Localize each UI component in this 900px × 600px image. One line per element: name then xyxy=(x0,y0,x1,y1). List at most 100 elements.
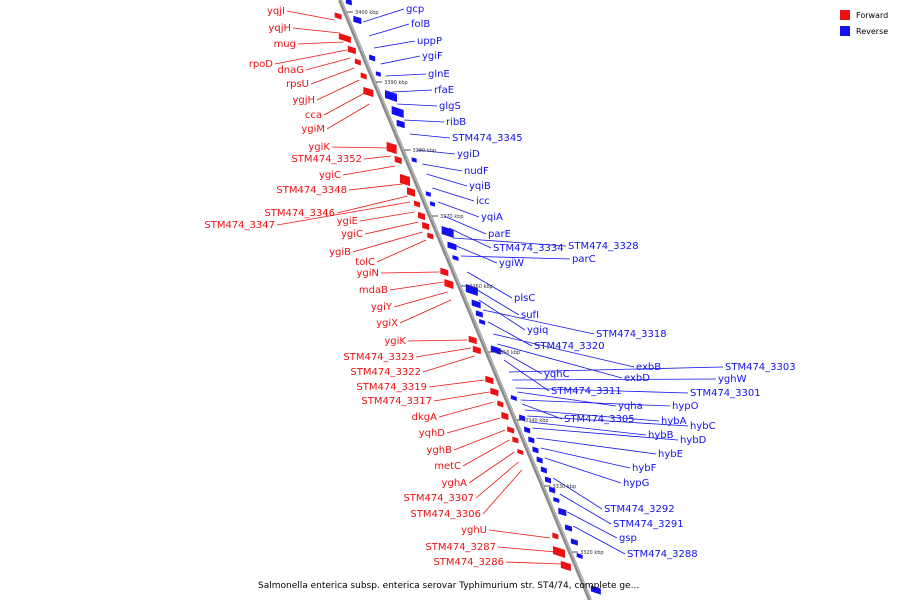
forward-leader-line xyxy=(453,429,506,451)
gene-features xyxy=(334,0,601,595)
forward-gene-label: STM474_3322 xyxy=(350,367,421,378)
reverse-leader-line xyxy=(397,103,438,107)
reverse-leader-line xyxy=(552,477,603,510)
map-title: Salmonella enterica subsp. enterica sero… xyxy=(258,581,639,591)
reverse-leader-line xyxy=(524,409,660,422)
forward-gene-block xyxy=(363,86,374,98)
reverse-leader-line xyxy=(544,457,622,484)
forward-gene-block xyxy=(553,546,565,558)
forward-gene-block xyxy=(552,532,559,540)
forward-leader-line xyxy=(348,183,403,191)
reverse-leader-line xyxy=(478,299,526,331)
forward-gene-block xyxy=(422,221,430,231)
forward-gene-block xyxy=(394,155,402,165)
forward-gene-label: STM474_3287 xyxy=(425,542,496,553)
reverse-gene-block xyxy=(391,106,404,118)
reverse-gene-block xyxy=(385,90,397,102)
reverse-gene-block xyxy=(345,0,352,6)
reverse-gene-block xyxy=(565,524,572,532)
forward-gene-block xyxy=(334,12,342,20)
reverse-gene-block xyxy=(490,345,501,355)
forward-gene-block xyxy=(386,141,397,155)
forward-gene-label: ygiK xyxy=(308,142,330,153)
reverse-gene-label: exbD xyxy=(624,373,650,384)
reverse-gene-block xyxy=(528,436,535,444)
reverse-gene-label: exbB xyxy=(636,362,661,373)
reverse-gene-label: rfaE xyxy=(434,85,454,96)
forward-leader-line xyxy=(364,221,419,235)
axis-ticks: 3400 kbp 3390 kbp 3380 kbp 3370 kbp 3360 kbp… xyxy=(347,10,604,556)
reverse-gene-label: STM474_3318 xyxy=(596,329,667,340)
reverse-gene-label: hybE xyxy=(658,449,683,460)
forward-gene-label: STM474_3347 xyxy=(204,220,275,231)
forward-leader-line xyxy=(446,417,501,434)
forward-leader-line xyxy=(276,201,411,226)
legend: Forward Reverse xyxy=(840,10,888,36)
reverse-gene-label: folB xyxy=(411,19,430,30)
forward-gene-label: tolC xyxy=(355,257,375,268)
reverse-gene-label: STM474_3291 xyxy=(613,519,684,530)
reverse-leader-line xyxy=(517,391,617,407)
reverse-gene-label: glnE xyxy=(428,69,450,80)
forward-leader-line xyxy=(433,391,490,402)
reverse-gene-block xyxy=(471,299,481,309)
forward-gene-block xyxy=(400,173,410,187)
forward-leader-line xyxy=(359,211,415,222)
forward-gene-label: ygiB xyxy=(329,247,351,258)
reverse-leader-line xyxy=(527,415,689,427)
reverse-gene-label: hypO xyxy=(672,401,699,412)
reverse-gene-label: nudF xyxy=(464,166,489,177)
reverse-leader-line xyxy=(529,421,647,436)
forward-gene-label: STM474_3307 xyxy=(403,493,474,504)
forward-label-group: yqjIyqjHmugrpoDdnaGrpsUygjHccaygiMygiKST… xyxy=(204,6,562,568)
reverse-gene-label: yqiB xyxy=(469,181,491,192)
axis-tick-label: 3360 kbp xyxy=(469,284,493,290)
genome-axis xyxy=(338,0,592,600)
reverse-gene-label: gcp xyxy=(406,4,424,15)
reverse-gene-block xyxy=(558,507,567,517)
reverse-gene-block xyxy=(545,476,551,484)
reverse-leader-line xyxy=(438,201,480,218)
forward-gene-label: ygiN xyxy=(356,268,379,279)
forward-gene-label: STM474_3317 xyxy=(361,396,432,407)
reverse-leader-line xyxy=(460,255,571,260)
forward-gene-label: STM474_3286 xyxy=(433,557,504,568)
reverse-gene-label: STM474_3328 xyxy=(568,241,639,252)
reverse-leader-line xyxy=(487,321,533,347)
axis-tick-label: 3370 kbp xyxy=(440,214,464,220)
forward-gene-label: ygiC xyxy=(319,170,341,181)
axis-tick-label: 3320 kbp xyxy=(580,550,604,556)
forward-gene-block xyxy=(444,279,454,289)
forward-gene-block xyxy=(407,187,415,197)
reverse-gene-label: yqhC xyxy=(544,369,570,380)
forward-gene-label: STM474_3319 xyxy=(356,382,427,393)
reverse-gene-block xyxy=(553,497,560,503)
reverse-gene-block xyxy=(375,71,381,77)
legend-reverse-label: Reverse xyxy=(856,27,888,36)
forward-gene-label: ygiK xyxy=(384,336,406,347)
forward-leader-line xyxy=(331,146,388,149)
forward-gene-label: STM474_3306 xyxy=(410,509,481,520)
reverse-gene-block xyxy=(524,426,531,434)
reverse-leader-line xyxy=(499,349,543,375)
forward-leader-line xyxy=(323,92,365,116)
reverse-gene-label: hybB xyxy=(648,430,674,441)
forward-gene-block xyxy=(517,449,524,455)
axis-tick-label: 3340 kbp xyxy=(525,418,549,424)
axis-tick-label: 3400 kbp xyxy=(355,10,379,16)
reverse-gene-label: STM474_3305 xyxy=(564,414,635,425)
forward-gene-label: yqjH xyxy=(268,23,291,34)
reverse-leader-line xyxy=(373,40,416,49)
forward-leader-line xyxy=(297,41,344,45)
forward-gene-block xyxy=(560,560,571,572)
reverse-gene-label: glgS xyxy=(439,101,461,112)
reverse-gene-block xyxy=(570,538,578,546)
forward-gene-block xyxy=(360,72,367,80)
reverse-leader-line xyxy=(473,287,520,316)
reverse-gene-block xyxy=(447,241,457,251)
reverse-leader-line xyxy=(503,359,550,392)
forward-gene-label: yghB xyxy=(427,445,453,456)
forward-leader-line xyxy=(505,561,562,565)
reverse-leader-line xyxy=(515,387,689,394)
reverse-gene-label: gsp xyxy=(619,533,637,544)
